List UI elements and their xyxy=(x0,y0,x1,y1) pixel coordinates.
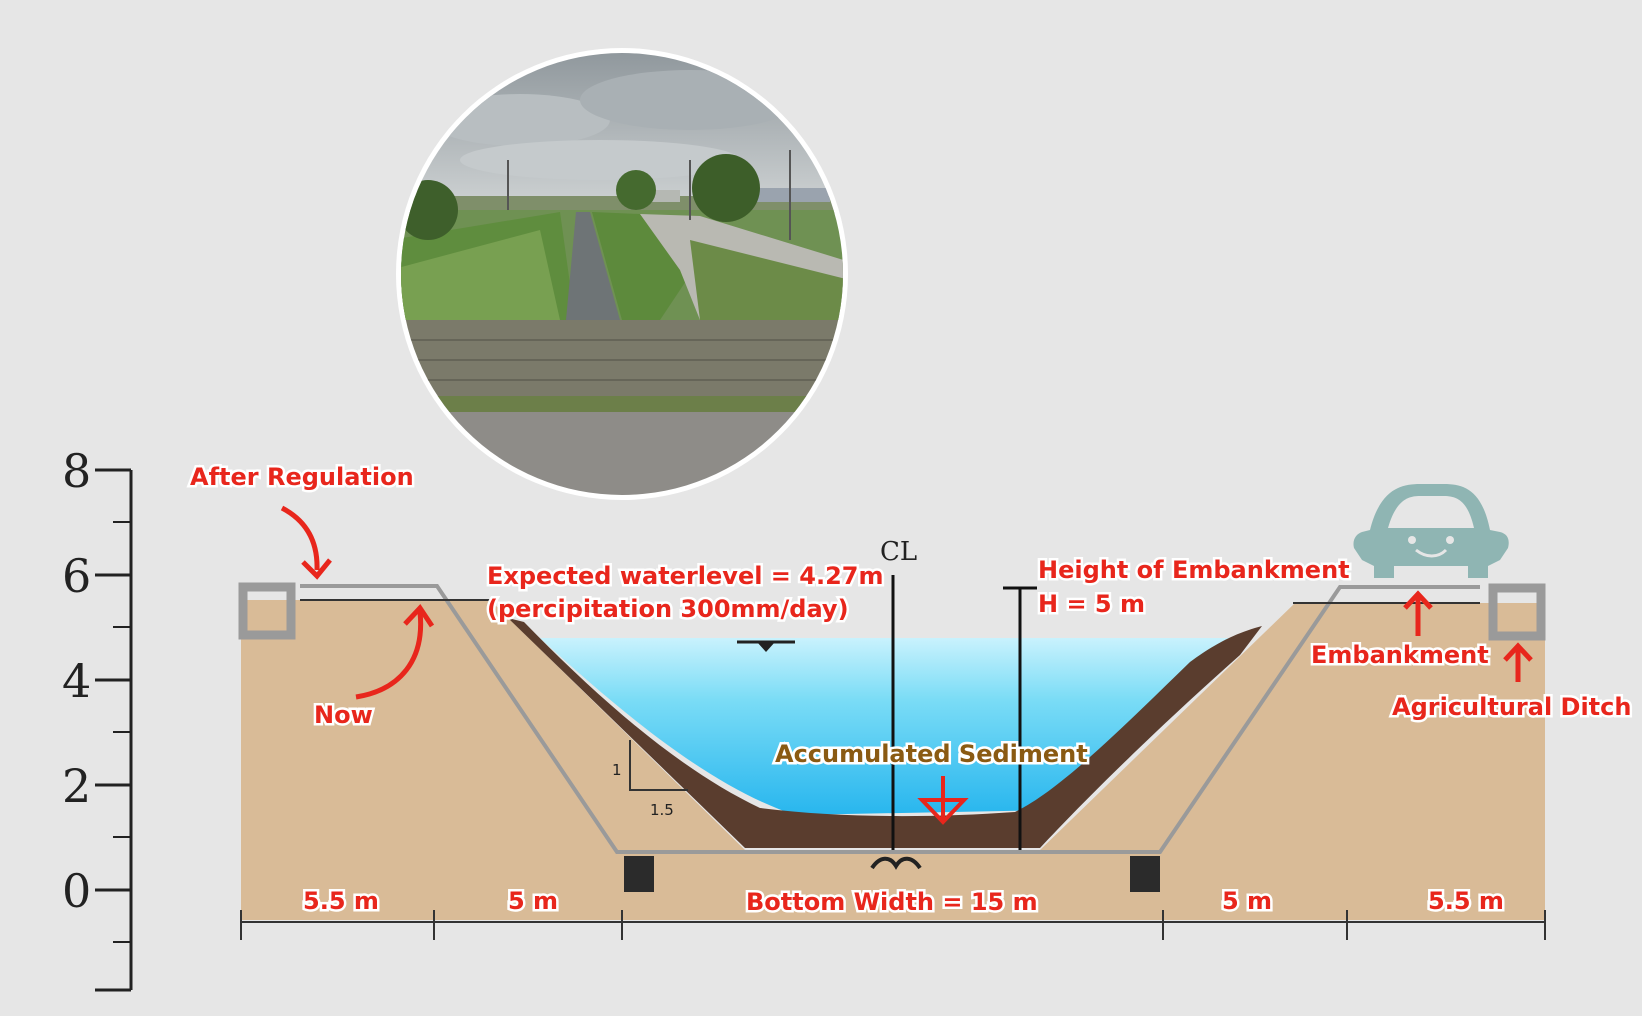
right-ditch-box xyxy=(1488,583,1546,641)
accumulated-sediment xyxy=(508,618,1262,848)
water-level-symbol xyxy=(737,640,795,652)
axis-tick-2: 2 xyxy=(62,759,91,813)
dim-right-crest: 5.5 m xyxy=(1428,887,1504,915)
dimension-baseline xyxy=(240,910,1546,940)
left-foundation-block xyxy=(624,856,654,892)
height-value-label: H = 5 m xyxy=(1038,590,1145,618)
left-ditch-box xyxy=(238,582,296,640)
regulated-profile xyxy=(300,584,1480,854)
slope-triangle: 1 1.5 xyxy=(612,740,688,819)
centerline-label: CL xyxy=(880,537,917,567)
slope-run-label: 1.5 xyxy=(650,801,674,819)
embankment-label: Embankment xyxy=(1311,641,1489,669)
precipitation-label: (percipitation 300mm/day) xyxy=(487,595,849,623)
axis-tick-0: 0 xyxy=(62,864,91,918)
dim-left-slope: 5 m xyxy=(508,887,558,915)
dim-bottom-width: Bottom Width = 15 m xyxy=(746,888,1038,916)
soil-body xyxy=(241,600,1545,920)
axis-tick-8: 8 xyxy=(62,444,91,498)
after-regulation-arrow xyxy=(280,505,320,571)
right-foundation-block xyxy=(1130,856,1160,892)
after-regulation-label: After Regulation xyxy=(190,463,414,491)
accumulated-sediment-label: Accumulated Sediment xyxy=(775,740,1088,768)
now-label: Now xyxy=(314,701,373,729)
car-icon xyxy=(1353,484,1509,578)
vertical-axis: 8 6 4 2 0 xyxy=(62,444,133,992)
dim-left-crest: 5.5 m xyxy=(303,887,379,915)
expected-waterlevel-label: Expected waterlevel = 4.27m xyxy=(487,562,884,590)
axis-tick-6: 6 xyxy=(62,549,91,603)
water-body xyxy=(540,638,1230,815)
slope-rise-label: 1 xyxy=(612,761,622,779)
agricultural-ditch-label: Agricultural Ditch xyxy=(1392,693,1631,721)
height-of-embankment-label: Height of Embankment xyxy=(1038,556,1350,584)
dim-right-slope: 5 m xyxy=(1222,887,1272,915)
now-arrow xyxy=(355,611,424,700)
bottom-marker-icon xyxy=(870,856,922,870)
axis-tick-4: 4 xyxy=(62,654,91,708)
